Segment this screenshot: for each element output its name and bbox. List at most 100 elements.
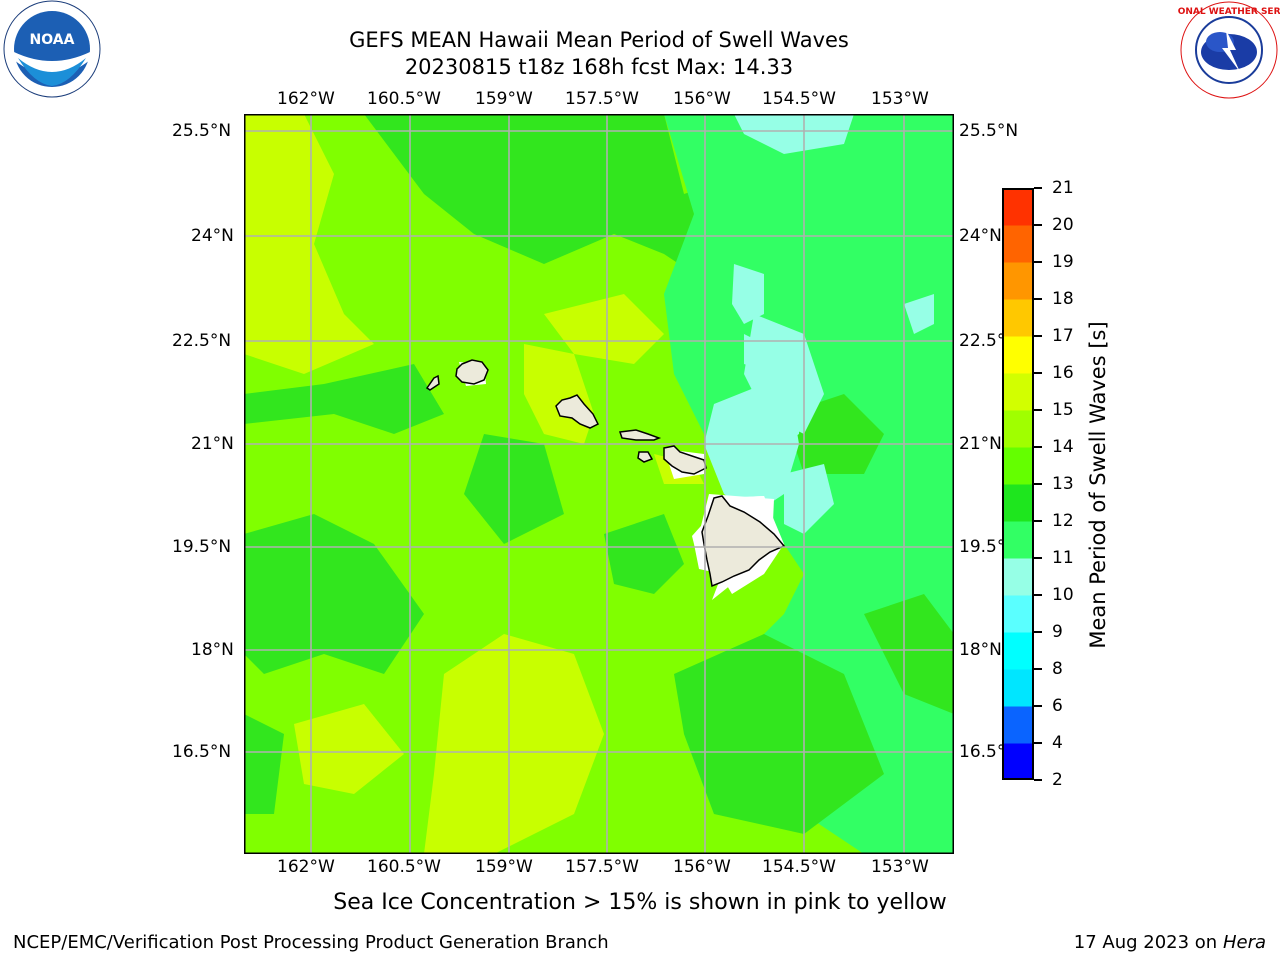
colorbar-segment — [1002, 410, 1034, 448]
field-band-9-10 — [774, 364, 804, 444]
colorbar-tick — [1034, 483, 1042, 485]
lon-label-top: 159°W — [475, 89, 533, 109]
lon-label-bottom: 159°W — [475, 857, 533, 877]
field-band-13-14 — [544, 294, 664, 364]
field-band-13-14 — [294, 704, 404, 794]
colorbar-tick — [1034, 298, 1042, 300]
colorbar-segment — [1002, 299, 1034, 337]
colorbar-tick-label: 17 — [1052, 326, 1074, 346]
field-band-13-14 — [244, 114, 374, 374]
colorbar-tick-label: 14 — [1052, 437, 1074, 457]
field-band-11-12 — [674, 634, 884, 834]
map-frame — [244, 114, 954, 854]
graticule — [244, 114, 954, 854]
colorbar-segment — [1002, 521, 1034, 559]
colorbar-tick-label: 15 — [1052, 400, 1074, 420]
lon-label-top: 153°W — [871, 89, 929, 109]
colorbar-tick — [1034, 224, 1042, 226]
lon-label-top: 156°W — [673, 89, 731, 109]
island-lanai — [637, 451, 654, 463]
lat-label-right: 25.5°N — [959, 121, 1019, 141]
field-band-11-12 — [244, 514, 424, 674]
field-band-9-10 — [732, 264, 764, 324]
field-band-11-12 — [364, 114, 764, 294]
colorbar-tick-label: 19 — [1052, 252, 1074, 272]
field-band-11-12 — [244, 364, 444, 434]
colorbar-tick-label: 4 — [1052, 733, 1063, 753]
colorbar-tick — [1034, 557, 1042, 559]
colorbar-segment — [1002, 447, 1034, 485]
colorbar-tick — [1034, 631, 1042, 633]
island-kauai — [455, 359, 489, 385]
colorbar-tick — [1034, 779, 1042, 781]
lon-label-bottom: 160.5°W — [367, 857, 441, 877]
colorbar-tick — [1034, 520, 1042, 522]
lat-label-left: 18°N — [191, 640, 234, 660]
map-title: GEFS MEAN Hawaii Mean Period of Swell Wa… — [349, 28, 849, 52]
field-band-9-10 — [704, 384, 799, 514]
colorbar-tick-label: 20 — [1052, 215, 1074, 235]
field-band-13-14 — [424, 634, 604, 854]
field-band-11-12 — [604, 514, 684, 594]
colorbar-tick-label: 2 — [1052, 770, 1063, 790]
colorbar-segment — [1002, 188, 1034, 226]
colorbar-tick — [1034, 335, 1042, 337]
colorbar-segment — [1002, 262, 1034, 300]
colorbar-tick — [1034, 261, 1042, 263]
footer-date: 17 Aug 2023 on Hera — [1073, 932, 1266, 953]
island-maui — [663, 445, 707, 475]
lat-label-left: 16.5°N — [172, 742, 232, 762]
field-band-9-10 — [784, 464, 834, 534]
lat-label-left: 24°N — [191, 226, 234, 246]
field-band-11-12 — [244, 714, 284, 814]
colorbar-tick-label: 16 — [1052, 363, 1074, 383]
sea-ice-caption: Sea Ice Concentration > 15% is shown in … — [333, 890, 947, 915]
colorbar-segment — [1002, 632, 1034, 670]
lat-label-right: 18°N — [959, 640, 1002, 660]
swell-period-map — [244, 114, 954, 854]
island-oahu — [555, 394, 600, 429]
svg-text:NATIONAL WEATHER SERVICE: NATIONAL WEATHER SERVICE — [1178, 7, 1280, 17]
colorbar-tick-label: 21 — [1052, 178, 1074, 198]
lat-label-right: 21°N — [959, 434, 1002, 454]
colorbar-tick-label: 13 — [1052, 474, 1074, 494]
colorbar-tick-label: 8 — [1052, 659, 1063, 679]
colorbar — [1002, 188, 1034, 780]
field-band-11-12 — [464, 434, 564, 544]
colorbar-tick — [1034, 446, 1042, 448]
field-band-11-12 — [864, 594, 954, 714]
lat-label-left: 19.5°N — [172, 537, 232, 557]
colorbar-segment — [1002, 706, 1034, 744]
lon-label-top: 162°W — [277, 89, 335, 109]
footer-branch: NCEP/EMC/Verification Post Processing Pr… — [13, 932, 609, 953]
island-niihau — [425, 374, 440, 391]
colorbar-tick-label: 18 — [1052, 289, 1074, 309]
colorbar-tick — [1034, 742, 1042, 744]
lon-label-bottom: 156°W — [673, 857, 731, 877]
colorbar-tick — [1034, 705, 1042, 707]
nws-logo: NATIONAL WEATHER SERVICE — [1178, 1, 1280, 99]
colorbar-tick — [1034, 668, 1042, 670]
colorbar-tick — [1034, 187, 1042, 189]
colorbar-title: Mean Period of Swell Waves [s] — [1086, 321, 1110, 649]
lon-label-top: 157.5°W — [565, 89, 639, 109]
colorbar-tick-label: 11 — [1052, 548, 1074, 568]
colorbar-frame — [1002, 188, 1034, 780]
colorbar-segment — [1002, 595, 1034, 633]
colorbar-segment — [1002, 558, 1034, 596]
colorbar-segment — [1002, 669, 1034, 707]
colorbar-tick-label: 12 — [1052, 511, 1074, 531]
islands — [425, 359, 786, 588]
colorbar-tick-label: 10 — [1052, 585, 1074, 605]
lon-label-top: 160.5°W — [367, 89, 441, 109]
colorbar-segment — [1002, 336, 1034, 374]
colorbar-tick-label: 6 — [1052, 696, 1063, 716]
lat-label-left: 22.5°N — [172, 331, 232, 351]
colorbar-segment — [1002, 743, 1034, 780]
colorbar-tick — [1034, 409, 1042, 411]
lat-label-left: 21°N — [191, 434, 234, 454]
lon-label-bottom: 154.5°W — [762, 857, 836, 877]
lon-label-bottom: 162°W — [277, 857, 335, 877]
svg-text:NOAA: NOAA — [30, 32, 75, 48]
field-band-9-10 — [734, 114, 854, 154]
